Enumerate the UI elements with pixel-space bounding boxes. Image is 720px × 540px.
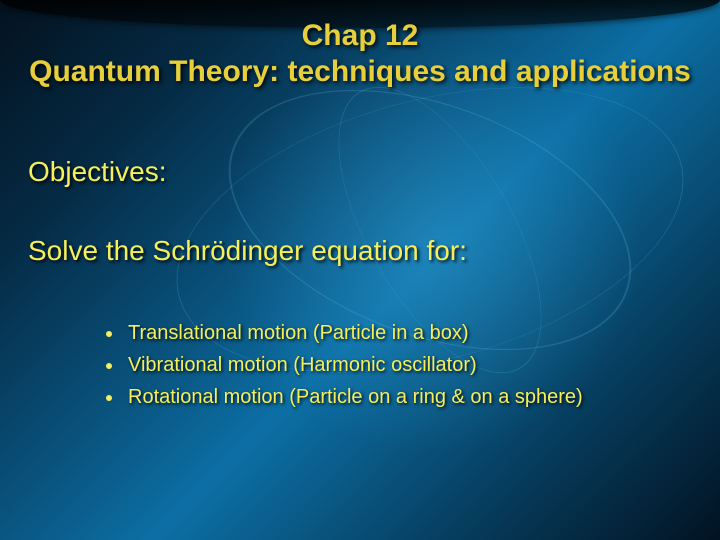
solve-heading: Solve the Schrödinger equation for:: [28, 229, 692, 272]
slide-body: Objectives: Solve the Schrödinger equati…: [28, 150, 692, 413]
title-line-2: Quantum Theory: techniques and applicati…: [0, 54, 720, 90]
bullet-list: Translational motion (Particle in a box)…: [124, 317, 692, 413]
list-item: Rotational motion (Particle on a ring & …: [124, 381, 692, 413]
title-line-1: Chap 12: [0, 18, 720, 54]
slide-title: Chap 12 Quantum Theory: techniques and a…: [0, 18, 720, 90]
slide: Chap 12 Quantum Theory: techniques and a…: [0, 0, 720, 540]
list-item: Vibrational motion (Harmonic oscillator): [124, 349, 692, 381]
objectives-heading: Objectives:: [28, 150, 692, 193]
list-item: Translational motion (Particle in a box): [124, 317, 692, 349]
